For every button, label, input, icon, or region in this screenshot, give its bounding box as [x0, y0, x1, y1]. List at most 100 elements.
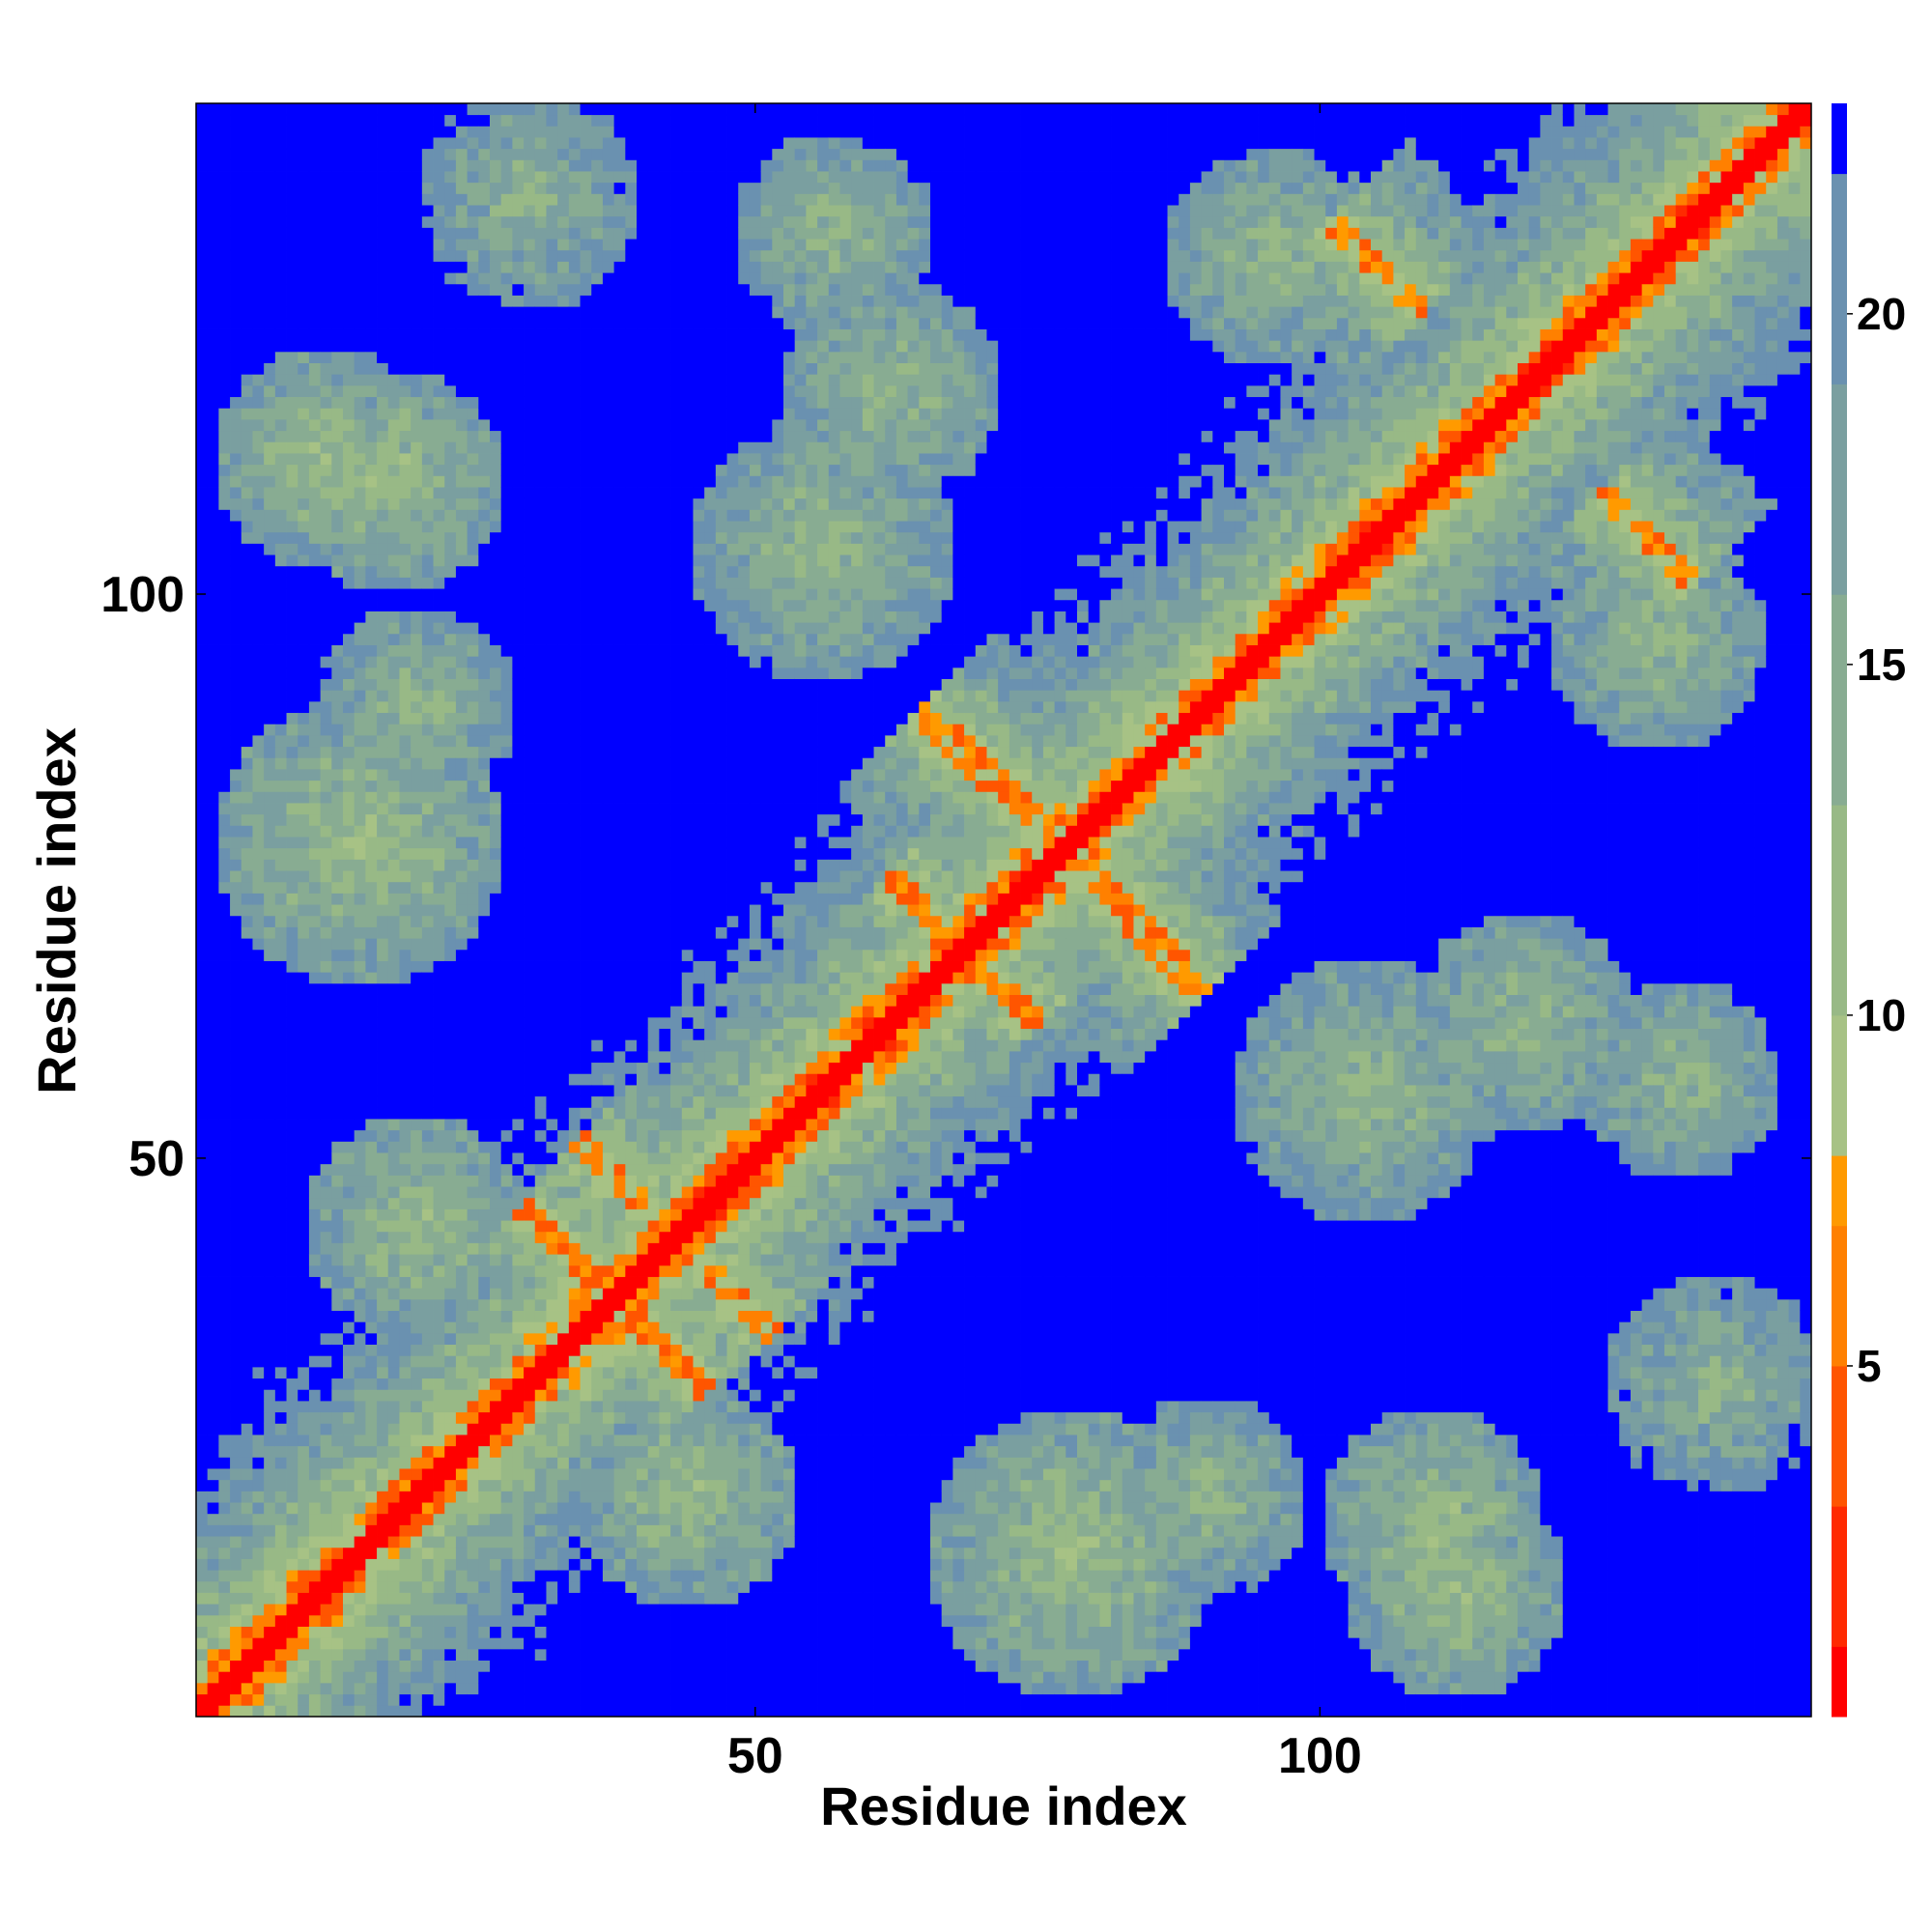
- heatmap-cell: [377, 475, 389, 488]
- heatmap-cell: [320, 396, 332, 409]
- heatmap-cell: [354, 306, 366, 319]
- heatmap-cell: [399, 384, 412, 398]
- heatmap-cell: [274, 757, 287, 770]
- heatmap-cell: [387, 837, 400, 849]
- heatmap-cell: [534, 1682, 547, 1695]
- heatmap-cell: [500, 565, 513, 578]
- heatmap-cell: [331, 1693, 344, 1706]
- heatmap-cell: [444, 114, 457, 127]
- heatmap-cell: [534, 340, 547, 353]
- heatmap-cell: [490, 1637, 502, 1650]
- heatmap-cell: [500, 1513, 513, 1525]
- heatmap-cell: [467, 994, 479, 1007]
- heatmap-cell: [230, 1355, 242, 1368]
- heatmap-cell: [512, 700, 525, 714]
- heatmap-cell: [331, 126, 344, 138]
- heatmap-cell: [399, 859, 412, 871]
- heatmap-cell: [411, 215, 423, 228]
- heatmap-cell: [218, 1242, 231, 1255]
- heatmap-cell: [298, 283, 310, 296]
- heatmap-cell: [467, 521, 479, 533]
- heatmap-cell: [387, 283, 400, 296]
- heatmap-cell: [421, 1288, 434, 1300]
- heatmap-cell: [365, 1366, 378, 1379]
- heatmap-cell: [331, 1107, 344, 1120]
- heatmap-cell: [557, 509, 570, 522]
- heatmap-cell: [365, 1242, 378, 1255]
- heatmap-cell: [264, 1062, 276, 1074]
- heatmap-cell: [298, 1242, 310, 1255]
- heatmap-cell: [252, 1062, 265, 1074]
- heatmap-cell: [467, 746, 479, 758]
- heatmap-cell: [580, 1547, 592, 1559]
- heatmap-cell: [308, 283, 322, 296]
- heatmap-cell: [241, 599, 253, 611]
- heatmap-cell: [230, 126, 242, 138]
- heatmap-cell: [196, 700, 209, 714]
- heatmap-cell: [557, 1435, 570, 1447]
- heatmap-cell: [196, 926, 209, 939]
- heatmap-cell: [308, 1119, 322, 1131]
- heatmap-cell: [331, 249, 344, 262]
- heatmap-cell: [455, 193, 469, 206]
- heatmap-cell: [557, 1445, 570, 1458]
- heatmap-cell: [467, 1197, 479, 1209]
- heatmap-cell: [354, 1254, 366, 1266]
- heatmap-cell: [568, 599, 581, 611]
- heatmap-cell: [387, 328, 400, 341]
- heatmap-cell: [478, 1006, 491, 1018]
- heatmap-cell: [230, 328, 242, 341]
- heatmap-cell: [557, 825, 570, 838]
- heatmap-cell: [343, 1152, 355, 1165]
- heatmap-cell: [331, 803, 344, 815]
- heatmap-cell: [331, 148, 344, 160]
- heatmap-cell: [298, 1637, 310, 1650]
- heatmap-cell: [241, 1231, 253, 1243]
- heatmap-cell: [411, 1298, 423, 1311]
- heatmap-cell: [534, 1288, 547, 1300]
- heatmap-cell: [241, 972, 253, 984]
- heatmap-cell: [411, 893, 423, 905]
- heatmap-cell: [500, 870, 513, 883]
- heatmap-cell: [241, 588, 253, 601]
- heatmap-cell: [343, 757, 355, 770]
- heatmap-cell: [308, 915, 322, 927]
- heatmap-cell: [207, 1536, 219, 1548]
- heatmap-cell: [252, 724, 265, 736]
- heatmap-cell: [241, 1705, 253, 1718]
- heatmap-cell: [568, 453, 581, 466]
- heatmap-cell: [320, 611, 332, 623]
- heatmap-cell: [478, 769, 491, 781]
- heatmap-cell: [274, 418, 287, 432]
- heatmap-cell: [500, 881, 513, 894]
- heatmap-cell: [524, 565, 536, 578]
- heatmap-cell: [399, 453, 412, 466]
- heatmap-cell: [241, 926, 253, 939]
- heatmap-cell: [343, 487, 355, 499]
- heatmap-cell: [196, 453, 209, 466]
- heatmap-cell: [241, 453, 253, 466]
- heatmap-cell: [230, 193, 242, 206]
- heatmap-cell: [387, 1129, 400, 1142]
- heatmap-cell: [196, 1310, 209, 1322]
- heatmap-cell: [387, 126, 400, 138]
- heatmap-cell: [455, 644, 469, 657]
- heatmap-cell: [557, 949, 570, 961]
- heatmap-cell: [421, 1536, 434, 1548]
- heatmap-cell: [241, 1186, 253, 1199]
- heatmap-cell: [455, 1107, 469, 1120]
- heatmap-cell: [252, 588, 265, 601]
- heatmap-cell: [421, 114, 434, 127]
- heatmap-cell: [320, 1445, 332, 1458]
- heatmap-cell: [331, 1570, 344, 1582]
- heatmap-cell: [320, 926, 332, 939]
- heatmap-cell: [399, 757, 412, 770]
- heatmap-cell: [365, 1468, 378, 1481]
- heatmap-cell: [331, 780, 344, 792]
- heatmap-cell: [230, 678, 242, 691]
- heatmap-cell: [580, 283, 592, 296]
- heatmap-cell: [467, 1435, 479, 1447]
- heatmap-cell: [207, 1039, 219, 1052]
- heatmap-cell: [557, 1648, 570, 1662]
- heatmap-cell: [467, 1401, 479, 1413]
